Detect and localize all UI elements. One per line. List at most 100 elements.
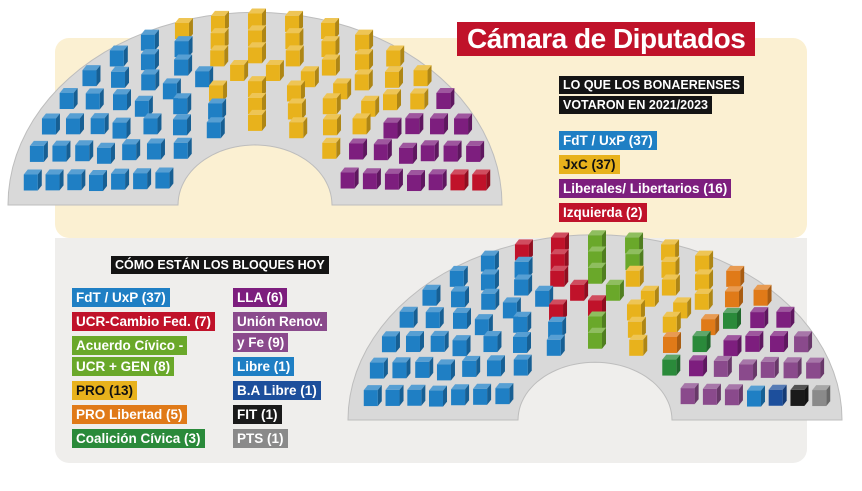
seat: [627, 316, 646, 338]
seat: [384, 168, 403, 190]
seat: [354, 69, 373, 91]
seat: [495, 383, 514, 405]
seat: [406, 170, 425, 192]
seat: [410, 88, 429, 110]
seat: [173, 114, 192, 136]
seat: [546, 334, 565, 356]
seat: [513, 331, 532, 353]
seat: [783, 357, 802, 379]
seat: [111, 168, 130, 190]
seat: [355, 49, 374, 71]
seat: [140, 29, 159, 51]
seat: [514, 239, 533, 261]
legend-item: JxC (37): [559, 155, 620, 174]
seat: [462, 355, 481, 377]
seat: [588, 327, 606, 349]
seat: [407, 384, 426, 406]
seat: [67, 169, 86, 191]
seat: [746, 385, 765, 407]
seat: [420, 140, 439, 162]
seat: [134, 95, 153, 117]
seat: [206, 117, 225, 139]
seat: [451, 384, 470, 406]
legend-item: PRO (13): [72, 381, 138, 400]
seat: [695, 269, 714, 291]
seat: [770, 331, 789, 353]
seat: [381, 331, 400, 353]
bottom-heading: CÓMO ESTÁN LOS BLOQUES HOY: [111, 256, 329, 274]
seat: [321, 18, 340, 40]
seat: [65, 113, 84, 135]
seat: [162, 78, 181, 100]
legend-item-cont: UCR + GEN (8): [72, 357, 175, 376]
legend-item: PRO Libertad (5): [72, 405, 187, 424]
seat: [322, 114, 341, 136]
legend-item: Liberales/ Libertarios (16): [559, 179, 732, 198]
legend-item: Coalición Cívica (3): [72, 429, 205, 448]
seat: [689, 355, 708, 377]
seat: [768, 384, 787, 406]
seat: [23, 169, 42, 191]
seat: [384, 66, 403, 88]
seat: [141, 69, 160, 91]
legend-item: Unión Renov.: [233, 312, 327, 331]
seat: [340, 167, 359, 189]
seat: [75, 140, 94, 162]
seat: [713, 355, 732, 377]
seat: [723, 335, 742, 357]
seat: [513, 311, 532, 333]
seat: [287, 98, 306, 120]
seat: [673, 297, 692, 319]
seat: [173, 137, 192, 159]
seat: [502, 297, 521, 319]
seat: [322, 137, 341, 159]
seat: [514, 274, 533, 296]
seat: [289, 117, 308, 139]
seat: [702, 383, 721, 405]
top-heading-line-1: LO QUE LOS BONAERENSES: [559, 76, 745, 94]
seat: [89, 170, 108, 192]
seat: [405, 113, 424, 135]
seat: [429, 385, 448, 407]
seat: [430, 330, 449, 352]
seat: [405, 331, 424, 353]
seat: [753, 284, 772, 306]
seat: [513, 354, 532, 376]
seat: [750, 307, 769, 329]
seat: [436, 88, 455, 110]
seat: [386, 45, 405, 67]
legend-item-cont: y Fe (9): [233, 333, 289, 352]
seat: [745, 330, 764, 352]
seat: [413, 65, 432, 87]
seat: [286, 80, 305, 102]
seat: [415, 356, 434, 378]
seat: [680, 383, 699, 405]
seat: [450, 169, 469, 191]
seat: [383, 117, 402, 139]
legend-item: FdT / UxP (37): [72, 288, 170, 307]
seat: [739, 359, 758, 381]
seat: [399, 306, 418, 328]
seat: [662, 311, 681, 333]
seat: [109, 45, 128, 67]
seat: [133, 168, 152, 190]
seat: [208, 98, 227, 120]
seat: [112, 89, 131, 111]
seat: [726, 265, 745, 287]
seat: [550, 265, 569, 287]
seat: [428, 169, 447, 191]
seat: [723, 307, 742, 329]
legend-item: B.A Libre (1): [233, 381, 321, 400]
seat: [363, 385, 382, 407]
seat: [449, 265, 468, 287]
seat: [385, 384, 404, 406]
seat: [321, 36, 340, 58]
seat: [422, 284, 441, 306]
seat: [483, 331, 502, 353]
seat: [392, 357, 411, 379]
seat: [425, 307, 444, 329]
seat: [209, 80, 228, 102]
seat: [362, 168, 381, 190]
